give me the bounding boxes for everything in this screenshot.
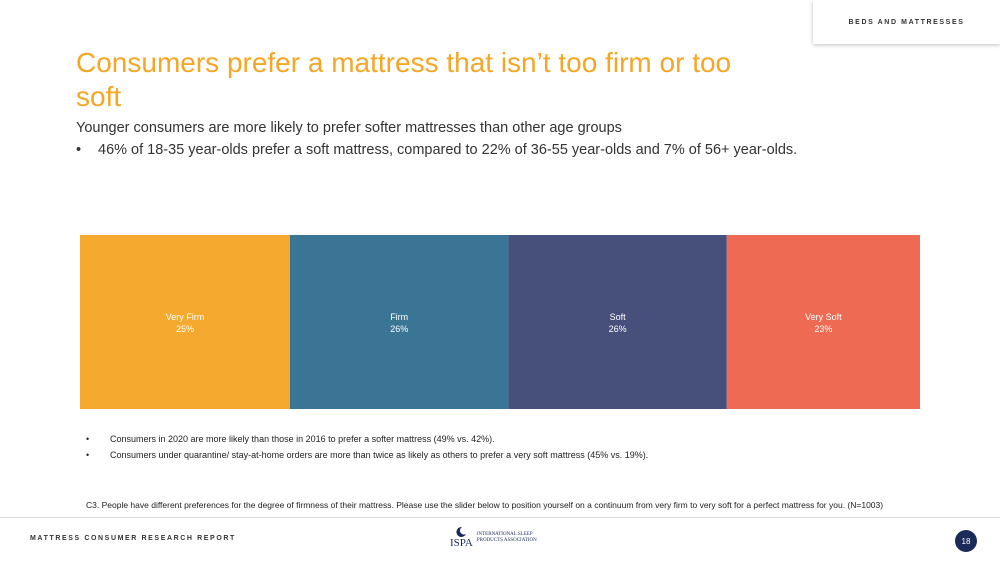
- category-label: Very Firm: [166, 312, 205, 322]
- bar-segment-very-soft: [726, 235, 920, 409]
- page-number-badge: 18: [955, 530, 977, 552]
- survey-footnote: C3. People have different preferences fo…: [86, 500, 884, 510]
- page-title: Consumers prefer a mattress that isn’t t…: [76, 47, 732, 112]
- category-label: Soft: [610, 312, 627, 322]
- note-item: • Consumers under quarantine/ stay-at-ho…: [86, 450, 648, 460]
- ispa-logo: ISPA International Sleep Products Associ…: [450, 526, 547, 549]
- bar-segment-very-firm: [80, 235, 290, 409]
- value-label: 26%: [390, 324, 408, 334]
- footer-divider: [0, 517, 1000, 518]
- value-label: 25%: [176, 324, 194, 334]
- logo-abbreviation: ISPA: [450, 537, 473, 549]
- bar-segment-soft: [508, 235, 727, 409]
- subtitle-bullet-text: 46% of 18-35 year-olds prefer a soft mat…: [98, 142, 798, 158]
- firmness-preference-chart: Very Firm 25% Firm 26% Soft 26% Very Soft 23%: [80, 235, 920, 409]
- value-label: 26%: [609, 324, 627, 334]
- bar-segment-firm: [290, 235, 509, 409]
- notes-list: • Consumers in 2020 are more likely than…: [86, 434, 648, 466]
- section-label: BEDS AND MATTRESSES: [848, 18, 965, 26]
- category-label: Very Soft: [805, 312, 842, 322]
- bullet-glyph: •: [76, 142, 82, 158]
- category-label: Firm: [390, 312, 408, 322]
- logo-mark: ISPA: [450, 526, 473, 549]
- section-tab: BEDS AND MATTRESSES: [813, 0, 1000, 44]
- bullet-glyph: •: [86, 450, 90, 460]
- note-text: Consumers under quarantine/ stay-at-home…: [110, 450, 649, 460]
- bullet-glyph: •: [86, 434, 90, 444]
- page-number: 18: [961, 536, 971, 546]
- value-label: 23%: [814, 324, 832, 334]
- note-text: Consumers in 2020 are more likely than t…: [110, 434, 495, 444]
- report-label: MATTRESS CONSUMER RESEARCH REPORT: [30, 535, 236, 542]
- moon-icon: [456, 526, 467, 537]
- subtitle-bullet: • 46% of 18-35 year-olds prefer a soft m…: [76, 142, 797, 158]
- page-subtitle: Younger consumers are more likely to pre…: [76, 120, 622, 136]
- logo-name: International Sleep Products Association: [476, 531, 537, 543]
- note-item: • Consumers in 2020 are more likely than…: [86, 434, 648, 444]
